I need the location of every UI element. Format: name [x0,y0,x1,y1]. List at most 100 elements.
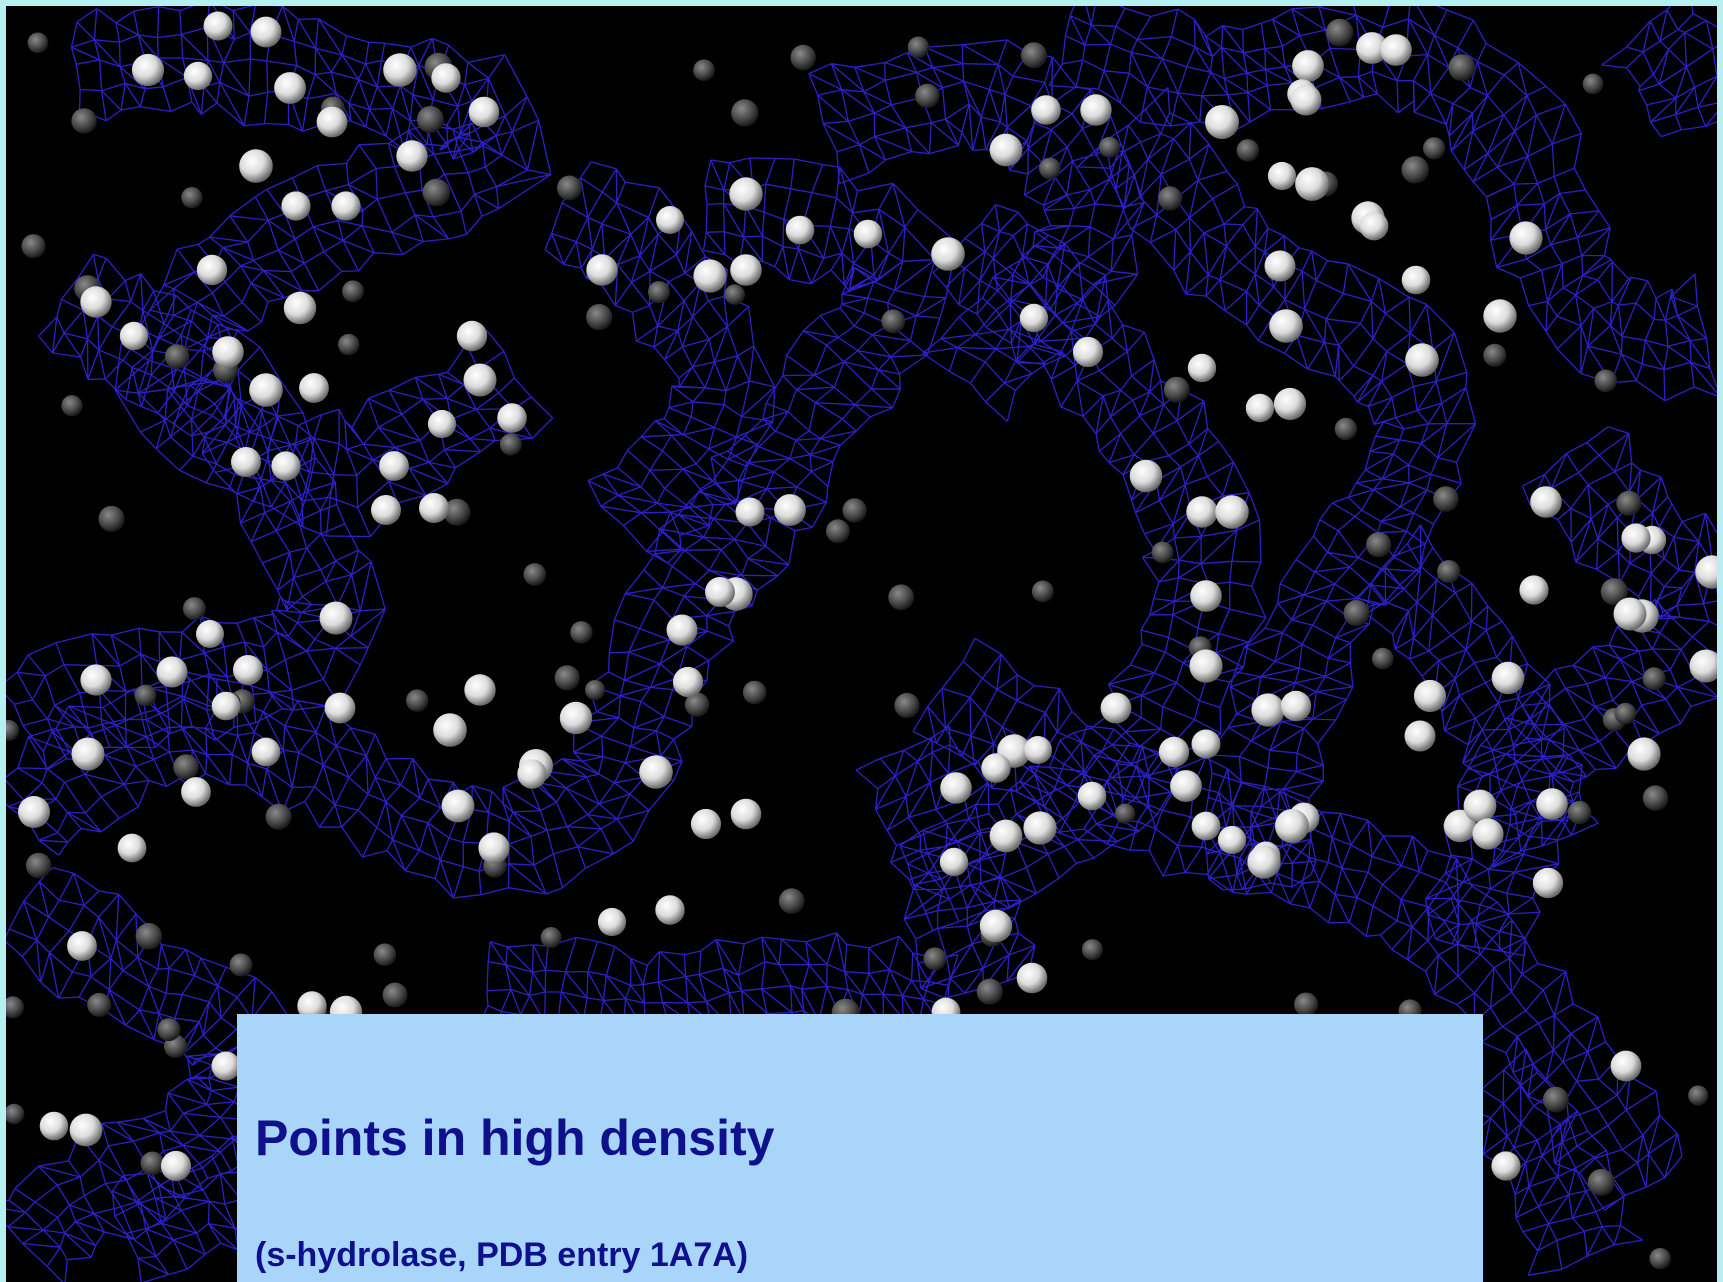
mesh-edge [1211,47,1222,57]
mesh-edge [1664,1133,1679,1178]
mesh-edge [67,811,82,829]
mesh-edge [1162,58,1188,68]
mesh-edge [1130,214,1158,230]
mesh-edge [484,166,497,187]
mesh-edge [1229,561,1233,583]
mesh-edge [1231,803,1252,813]
mesh-edge [691,338,710,368]
mesh-edge [704,361,716,389]
mesh-edge [1510,973,1523,993]
mesh-edge [160,944,170,969]
mesh-edge [746,446,760,464]
mesh-edge [915,927,938,940]
mesh-edge [1537,175,1555,185]
mesh-edge [1689,340,1711,369]
mesh-edge [235,427,260,439]
mesh-edge [92,633,112,636]
mesh-edge [1680,706,1692,724]
density-map-rendering [6,6,1717,1282]
mesh-edge [58,841,69,856]
mesh-edge [1558,771,1574,783]
mesh-edge [1597,538,1619,553]
mesh-edge [1631,718,1660,735]
mesh-edge [155,420,166,449]
mesh-edge [1472,95,1488,114]
mesh-edge [1431,580,1438,616]
mesh-edge [1614,433,1630,472]
mesh-edge [1310,839,1317,862]
mesh-edge [115,712,142,726]
mesh-edge [1526,737,1550,741]
mesh-edge [361,225,375,253]
mesh-edge [1018,932,1036,946]
mesh-edge [926,317,941,356]
mesh-edge [749,380,775,388]
mesh-edge [903,737,933,751]
mesh-edge [180,384,191,407]
mesh-edge [297,700,317,733]
mesh-edge [656,730,674,740]
mesh-edge [1246,72,1268,87]
mesh-edge [388,376,416,391]
mesh-edge [1158,577,1179,583]
mesh-edge [180,34,184,59]
mesh-edge [1527,663,1551,685]
mesh-edge [153,290,177,297]
mesh-edge [1369,435,1377,452]
mesh-edge [1342,263,1349,294]
mesh-edge [1281,619,1293,633]
mesh-edge [932,67,944,89]
mesh-edge [1017,211,1029,225]
mesh-edge [1655,1091,1661,1116]
mesh-edge [1082,395,1104,417]
mesh-edge [1223,77,1249,94]
mesh-edge [376,826,394,841]
mesh-edge [412,758,429,780]
mesh-edge [47,718,75,728]
mesh-edge [677,300,685,331]
mesh-edge [448,44,469,63]
mesh-edge [1452,103,1473,114]
mesh-edge [615,304,633,313]
mesh-edge [1353,338,1374,367]
mesh-edge [1582,259,1612,277]
mesh-edge [756,575,779,591]
mesh-edge [183,698,208,711]
mesh-edge [301,603,313,614]
mesh-edge [207,59,224,64]
mesh-edge [1162,682,1178,708]
mesh-edge [142,290,155,311]
mesh-edge [1061,35,1067,65]
mesh-edge [1021,223,1029,257]
mesh-edge [452,151,474,160]
mesh-edge [511,96,528,132]
mesh-edge [1690,337,1707,342]
mesh-edge [625,593,655,601]
mesh-edge [262,270,285,299]
mesh-edge [708,326,728,340]
mesh-edge [873,281,895,291]
mesh-edge [1513,95,1528,132]
mesh-edge [1408,297,1411,334]
mesh-edge [552,853,564,888]
mesh-edge [1033,244,1059,249]
mesh-edge [314,74,337,94]
mesh-edge [580,177,603,193]
mesh-edge [239,522,252,542]
mesh-edge [774,157,795,160]
mesh-edge [1673,521,1683,538]
mesh-edge [1669,615,1693,638]
mesh-edge [138,368,178,394]
mesh-edge [1556,820,1569,841]
mesh-edge [220,1017,237,1030]
mesh-edge [544,248,565,265]
mesh-edge [912,872,930,890]
mesh-edge [830,269,845,286]
mesh-edge [827,461,834,487]
mesh-edge [1629,1076,1657,1092]
mesh-edge [452,129,460,151]
mesh-edge [1457,885,1473,905]
mesh-edge [63,332,82,358]
mesh-edge [813,344,828,376]
mesh-edge [712,503,736,506]
